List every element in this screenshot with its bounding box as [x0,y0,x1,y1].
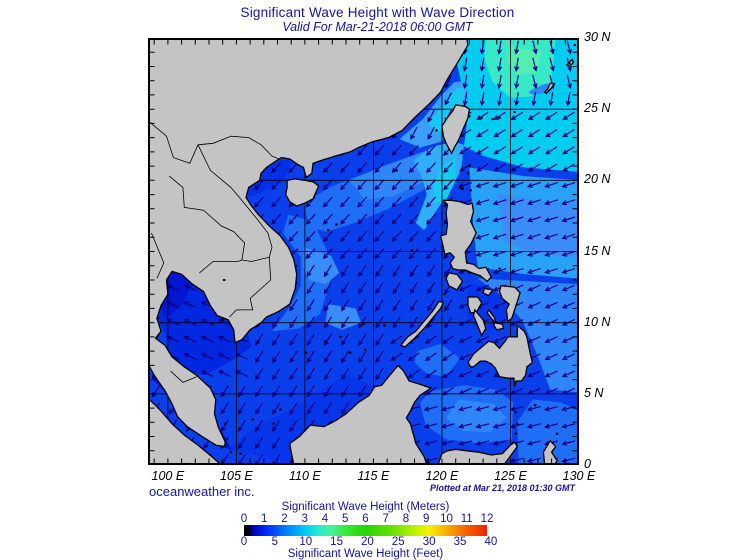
sea-patch-pac_e_light [498,193,579,258]
x-tick-label: 100 E [151,469,185,483]
land-negros [472,308,487,337]
legend-tick-label: 5 [271,536,279,548]
legend-tick-label: 15 [330,536,343,548]
y-tick-label: 15 N [584,243,611,258]
feet-scale: 0 5 10 15 20 25 30 35 40 [241,536,497,548]
branding-text: oceanweather inc. [149,484,255,499]
land-mainland_asia [147,37,469,448]
y-tick-label: 10 N [584,314,611,329]
x-tick-label: 125 E [494,469,527,483]
legend-tick-label: 5 [342,513,349,525]
map-canvas [147,37,579,467]
y-tick-label: 5 N [584,385,604,400]
legend-tick-label: 25 [391,536,405,548]
land-bohol [493,321,505,331]
land-hainan [285,178,320,207]
legend-tick-label: 0 [240,513,248,525]
legend-tick-label: 11 [460,513,473,525]
land-taiwan [441,104,471,155]
legend-tick-label: 6 [362,513,369,525]
plotted-at-text: Plotted at Mar 21, 2018 01:30 GMT [429,483,575,493]
land-masbate [482,287,494,297]
legend-tick-label: 10 [299,536,313,548]
legend-tick-label: 4 [321,513,329,525]
sea-patch-vn_band [272,214,331,332]
x-tick-label: 110 E [289,469,321,483]
legend-tick-label: 2 [281,513,288,525]
land-samar_leyte [498,284,521,323]
legend-tick-label: 30 [422,536,436,548]
wave-height-map [147,37,579,467]
land-cebu [486,308,498,325]
y-tick-label: 25 N [584,101,611,116]
colorbar-gradient [244,525,487,536]
y-tick-label: 20 N [584,172,611,187]
sea-patch-vn_light [303,247,340,285]
legend-tick-label: 10 [440,513,453,525]
sea-patch-sulu_light [414,344,460,377]
land-okinawa [543,82,556,95]
legend-tick-label: 35 [453,536,467,548]
legend-tick-label: 9 [423,513,430,525]
sea-patch-molucca_light [517,399,579,465]
legend-tick-label: 12 [480,513,494,525]
legend-tick-label: 20 [361,536,374,548]
sea-patch-phil_sea [477,278,579,393]
legend-tick-label: 0 [240,536,248,548]
x-tick-label: 120 E [425,469,459,483]
land-mindanao [467,324,534,387]
chart-title: Significant Wave Height with Wave Direct… [240,5,515,20]
land-palawan [399,300,445,348]
land-borneo [289,364,433,466]
x-tick-label: 115 E [357,469,390,483]
land-sulawesi [436,441,519,466]
legend-tick-label: 1 [261,513,268,525]
y-tick-label: 30 N [584,30,611,44]
x-tick-label: 130 E [562,469,596,483]
land-mindoro [445,272,464,291]
chart-subtitle: Valid For Mar-21-2018 06:00 GMT [282,20,473,34]
sea-patch-scs_light2 [325,304,362,330]
x-tick-label: 105 E [220,469,253,483]
legend-title-feet: Significant Wave Height (Feet) [287,548,444,560]
legend-tick-label: 8 [402,513,410,525]
y-tick-label: 0 [584,457,591,471]
legend-tick-label: 3 [301,513,308,525]
legend-tick-label: 7 [382,513,389,525]
sea-patch-strait_cyan [428,86,466,134]
degree-tick-marks [149,39,578,464]
legend-title-meters: Significant Wave Height (Meters) [281,501,450,513]
legend-tick-label: 40 [484,536,498,548]
land-luzon [439,199,493,283]
meters-scale: 0 1 2 3 4 5 6 7 8 9 10 11 12 [241,513,494,525]
